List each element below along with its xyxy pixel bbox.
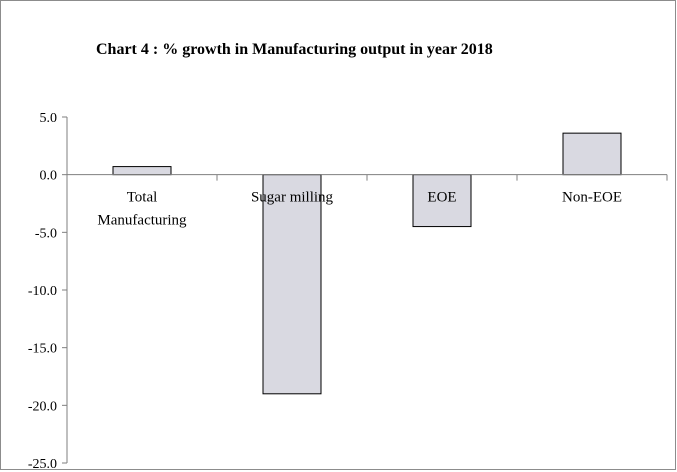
chart-title: Chart 4 : % growth in Manufacturing outp… [96,41,493,58]
bar-total-manufacturing [112,166,172,176]
category-label: EOE [427,190,456,206]
y-tick-label: -20.0 [28,399,57,414]
bar-non-eoe [562,132,622,176]
category-label-line: Sugar milling [251,190,334,206]
y-tick-label: -25.0 [28,457,57,472]
x-axis: Total Manufacturing Sugar milling EOE Non-EO… [66,174,668,229]
bar-eoe [412,174,472,228]
y-axis: 5.0 0.0 -5.0 -10.0 -15.0 -20.0 -25.0 [28,111,68,472]
category-label: Sugar milling [251,190,334,206]
category-label-line: Total [127,190,158,206]
category-label-line: Manufacturing [97,213,187,229]
bar-sugar-milling [262,174,322,395]
bars [112,132,622,395]
y-tick-label: -15.0 [28,342,57,357]
category-label: Non-EOE [562,190,622,206]
y-tick-label: 5.0 [40,111,58,126]
y-tick-label: -5.0 [35,226,57,241]
category-label-line: EOE [427,190,456,206]
y-tick-label: -10.0 [28,284,57,299]
y-tick-label: 0.0 [40,169,58,184]
category-label: Total Manufacturing [97,190,187,229]
category-label-line: Non-EOE [562,190,622,206]
